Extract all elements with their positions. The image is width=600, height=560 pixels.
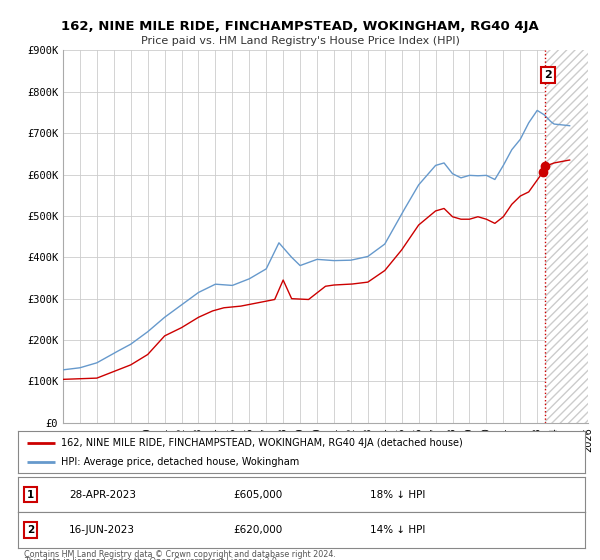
Text: £620,000: £620,000 xyxy=(233,525,283,535)
Text: 162, NINE MILE RIDE, FINCHAMPSTEAD, WOKINGHAM, RG40 4JA: 162, NINE MILE RIDE, FINCHAMPSTEAD, WOKI… xyxy=(61,20,539,32)
Text: 28-APR-2023: 28-APR-2023 xyxy=(69,490,136,500)
Text: 162, NINE MILE RIDE, FINCHAMPSTEAD, WOKINGHAM, RG40 4JA (detached house): 162, NINE MILE RIDE, FINCHAMPSTEAD, WOKI… xyxy=(61,437,462,447)
Text: Price paid vs. HM Land Registry's House Price Index (HPI): Price paid vs. HM Land Registry's House … xyxy=(140,36,460,46)
Bar xyxy=(545,50,588,423)
Text: 14% ↓ HPI: 14% ↓ HPI xyxy=(370,525,425,535)
Text: 16-JUN-2023: 16-JUN-2023 xyxy=(69,525,135,535)
Text: £605,000: £605,000 xyxy=(233,490,283,500)
Text: HPI: Average price, detached house, Wokingham: HPI: Average price, detached house, Woki… xyxy=(61,457,299,467)
Text: This data is licensed under the Open Government Licence v3.0.: This data is licensed under the Open Gov… xyxy=(24,557,280,560)
Text: 18% ↓ HPI: 18% ↓ HPI xyxy=(370,490,425,500)
Text: 2: 2 xyxy=(27,525,34,535)
Text: 1: 1 xyxy=(27,490,34,500)
Text: 2: 2 xyxy=(544,70,552,80)
Text: Contains HM Land Registry data © Crown copyright and database right 2024.: Contains HM Land Registry data © Crown c… xyxy=(24,550,336,559)
